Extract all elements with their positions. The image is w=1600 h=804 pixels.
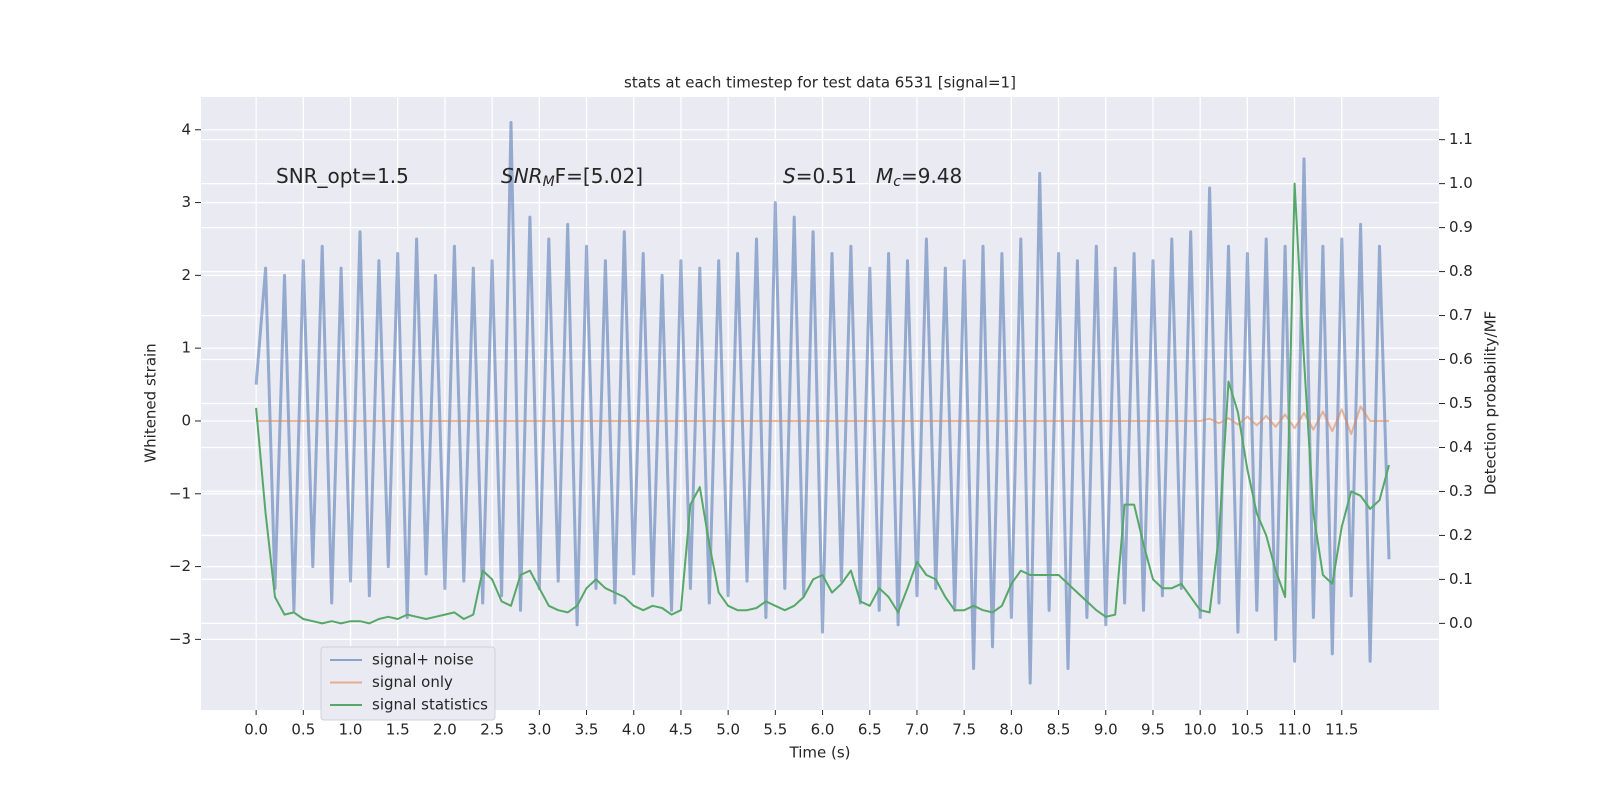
x-tick-label: 11.5 <box>1325 721 1358 739</box>
y-tick-label: −2 <box>169 557 191 575</box>
x-tick-label: 11.0 <box>1278 721 1311 739</box>
y-tick-label: −3 <box>169 630 191 648</box>
annotation-part: =0.51 <box>796 164 857 188</box>
grid <box>201 97 1439 710</box>
y2-tick-label: 0.8 <box>1449 262 1473 280</box>
legend-label: signal+ noise <box>372 651 474 669</box>
annotation-part: =9.48 <box>901 164 962 188</box>
x-tick-label: 5.0 <box>716 721 740 739</box>
marks <box>254 121 1391 685</box>
x-tick-label: 2.0 <box>433 721 457 739</box>
x-tick-label: 1.0 <box>339 721 363 739</box>
x-tick-label: 3.5 <box>575 721 599 739</box>
x-tick-label: 6.0 <box>811 721 835 739</box>
x-tick-label: 7.0 <box>905 721 929 739</box>
x-tick-label: 9.0 <box>1094 721 1118 739</box>
legend-label: signal only <box>372 673 453 691</box>
series-line <box>256 405 1389 436</box>
x-tick-label: 0.0 <box>244 721 268 739</box>
x-axis-label: Time (s) <box>789 744 851 762</box>
y2-tick-label: 0.5 <box>1449 394 1473 412</box>
y2-tick-label: 0.4 <box>1449 438 1473 456</box>
y2-tick-label: 0.9 <box>1449 218 1473 236</box>
annotation: Mc=9.48 <box>876 164 962 191</box>
y-tick-label: 4 <box>181 120 191 138</box>
labels: 0.0 0.5 1.0 1.5 2.0 2.5 3.0 3.5 4.0 4.5 5.0 5.5 6.0 6… <box>169 120 1473 738</box>
annotation-part: F=[5.02] <box>555 164 643 188</box>
y2-tick-label: 0.1 <box>1449 570 1473 588</box>
x-tick-label: 7.5 <box>952 721 976 739</box>
y2-axis-label: Detection probability/MF <box>1482 311 1500 495</box>
annotation: SNR_opt=1.5 <box>276 164 409 188</box>
x-tick-label: 8.0 <box>999 721 1023 739</box>
annotation-part: SNR <box>501 164 543 188</box>
x-tick-label: 2.5 <box>480 721 504 739</box>
y-tick-label: 2 <box>181 266 191 284</box>
annotation: SNRMF=[5.02] <box>501 164 643 191</box>
annotation-part: M <box>876 164 893 188</box>
y-tick-label: −1 <box>169 484 191 502</box>
annotation-part: c <box>893 174 901 190</box>
x-tick-label: 4.0 <box>622 721 646 739</box>
legend <box>320 646 496 721</box>
y-axis-label: Whitened strain <box>142 343 160 462</box>
x-tick-label: 9.5 <box>1141 721 1165 739</box>
annotation-part: SNR_opt=1.5 <box>276 164 409 188</box>
x-tick-label: 1.5 <box>386 721 410 739</box>
series-line <box>254 121 1391 685</box>
y2-tick-label: 1.1 <box>1449 130 1473 148</box>
x-tick-label: 5.5 <box>763 721 787 739</box>
x-tick-label: 3.0 <box>527 721 551 739</box>
y2-tick-label: 1.0 <box>1449 174 1473 192</box>
legend-label: signal statistics <box>372 696 488 714</box>
annotation: S=0.51 <box>783 164 857 188</box>
y2-tick-label: 0.0 <box>1449 614 1473 632</box>
annotation-part: S <box>783 164 796 188</box>
annotation-part: M <box>543 174 555 190</box>
y-tick-label: 0 <box>181 411 191 429</box>
x-tick-label: 4.5 <box>669 721 693 739</box>
chart-title: stats at each timestep for test data 653… <box>624 74 1016 92</box>
y2-tick-label: 0.7 <box>1449 306 1473 324</box>
x-tick-label: 6.5 <box>858 721 882 739</box>
x-tick-label: 8.5 <box>1047 721 1071 739</box>
x-tick-label: 10.5 <box>1231 721 1264 739</box>
series-line <box>255 182 1390 625</box>
y-tick-label: 3 <box>181 193 191 211</box>
y2-tick-label: 0.6 <box>1449 350 1473 368</box>
x-tick-label: 0.5 <box>291 721 315 739</box>
y2-tick-label: 0.3 <box>1449 482 1473 500</box>
y-tick-label: 1 <box>181 339 191 357</box>
y2-tick-label: 0.2 <box>1449 526 1473 544</box>
x-tick-label: 10.0 <box>1183 721 1216 739</box>
